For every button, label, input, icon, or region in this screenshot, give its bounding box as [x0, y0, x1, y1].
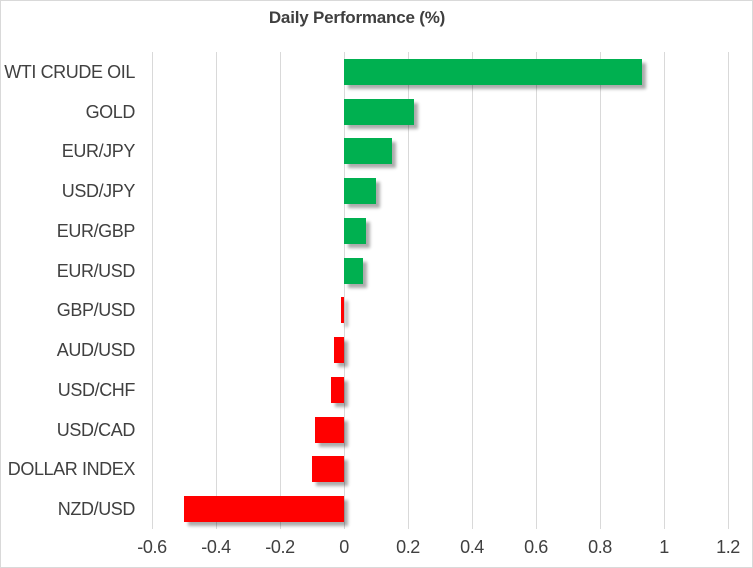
gridline — [408, 52, 409, 529]
value-axis: -0.6 -0.4 -0.2 0 0.2 0.4 0.6 0.8 1 1.2 — [137, 537, 740, 559]
gridline — [280, 52, 281, 529]
gridline — [664, 52, 665, 529]
bar-aud-usd — [334, 337, 344, 364]
category-label: USD/CAD — [56, 419, 136, 440]
category-axis: WTI CRUDE OIL GOLD EUR/JPY USD/JPY EUR/GBP EU… — [1, 52, 138, 529]
category-label: EUR/JPY — [61, 141, 136, 162]
x-axis-tick-label: 0.6 — [524, 537, 548, 557]
bar-gold — [344, 98, 415, 125]
x-axis-tick-label: -0.2 — [265, 537, 295, 557]
x-axis-tick-label: 1 — [659, 537, 669, 557]
x-axis-tick-label: -0.6 — [137, 537, 167, 557]
bar-eur-jpy — [344, 138, 392, 165]
x-axis-tick-label: 0.2 — [396, 537, 420, 557]
bar-eur-usd — [344, 257, 364, 284]
category-label: WTI CRUDE OIL — [4, 61, 135, 82]
gridline — [152, 52, 153, 529]
gridline — [536, 52, 537, 529]
category-label: GBP/USD — [56, 300, 136, 321]
chart-title: Daily Performance (%) — [268, 8, 446, 27]
x-axis-tick-label: 0.4 — [460, 537, 484, 557]
category-label: USD/JPY — [61, 181, 136, 202]
bar-usd-chf — [331, 376, 344, 403]
x-axis-tick-label: 0 — [339, 537, 349, 557]
category-label: NZD/USD — [57, 499, 136, 520]
bar-usd-cad — [315, 416, 344, 443]
bar-dollar-index — [312, 456, 344, 483]
gridline — [344, 52, 345, 529]
category-label: USD/CHF — [57, 379, 136, 400]
gridline — [472, 52, 473, 529]
bar-usd-jpy — [344, 178, 376, 205]
gridline — [600, 52, 601, 529]
bar-eur-gbp — [344, 217, 367, 244]
category-label: EUR/GBP — [56, 220, 136, 241]
gridline — [216, 52, 217, 529]
plot-area — [152, 52, 729, 529]
category-label: EUR/USD — [56, 260, 136, 281]
x-axis-tick-label: 0.8 — [588, 537, 612, 557]
bar-gbp-usd — [340, 297, 344, 324]
x-axis-tick-label: -0.4 — [201, 537, 231, 557]
gridline — [728, 52, 729, 529]
category-label: GOLD — [85, 101, 136, 122]
category-label: AUD/USD — [56, 340, 136, 361]
bar-wti-crude-oil — [344, 58, 642, 85]
bar-nzd-usd — [184, 496, 344, 523]
x-axis-tick-label: 1.2 — [716, 537, 740, 557]
category-label: DOLLAR INDEX — [7, 459, 136, 480]
